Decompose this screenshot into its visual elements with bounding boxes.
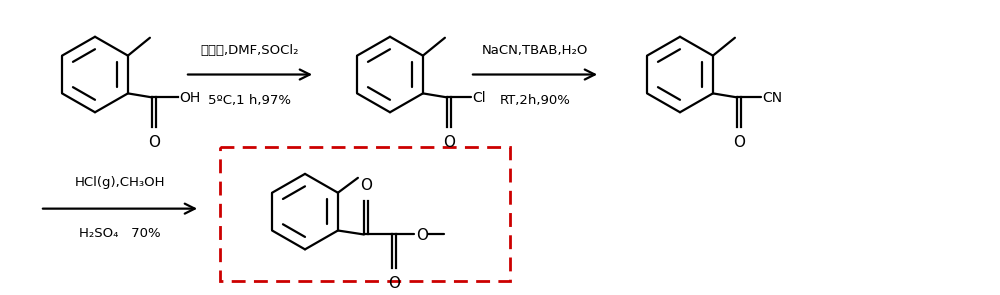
Text: O: O (360, 178, 372, 193)
Text: CN: CN (762, 91, 782, 105)
Text: O: O (443, 135, 455, 150)
Text: H₂SO₄   70%: H₂SO₄ 70% (79, 227, 161, 240)
Text: 二甲苯,DMF,SOCl₂: 二甲苯,DMF,SOCl₂ (201, 44, 299, 57)
Text: O: O (416, 228, 428, 243)
Bar (220, 147, 510, 281)
Text: O: O (148, 135, 160, 150)
Text: OH: OH (179, 91, 200, 105)
Text: 5ºC,1 h,97%: 5ºC,1 h,97% (208, 94, 292, 107)
Text: RT,2h,90%: RT,2h,90% (500, 94, 570, 107)
Text: O: O (388, 276, 400, 291)
Text: HCl(g),CH₃OH: HCl(g),CH₃OH (75, 176, 165, 189)
Text: O: O (733, 135, 745, 150)
Text: Cl: Cl (472, 91, 486, 105)
Text: NaCN,TBAB,H₂O: NaCN,TBAB,H₂O (482, 44, 588, 57)
